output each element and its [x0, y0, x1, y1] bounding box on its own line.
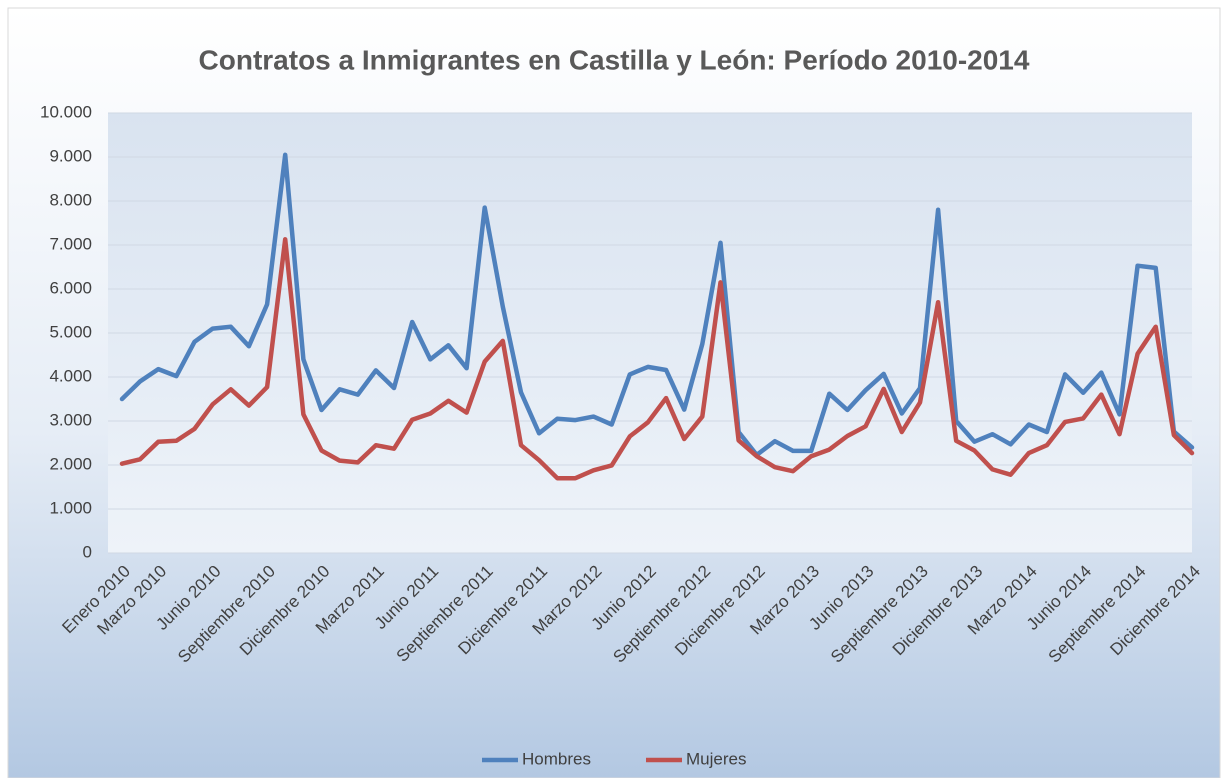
y-tick-label: 0: [83, 542, 92, 561]
y-tick-label: 2.000: [49, 454, 92, 473]
y-tick-label: 4.000: [49, 366, 92, 385]
y-tick-label: 1.000: [49, 498, 92, 517]
y-tick-label: 7.000: [49, 234, 92, 253]
y-tick-label: 5.000: [49, 322, 92, 341]
y-tick-label: 9.000: [49, 146, 92, 165]
legend-label: Mujeres: [686, 749, 746, 768]
legend-label: Hombres: [522, 749, 591, 768]
y-tick-label: 8.000: [49, 190, 92, 209]
y-tick-label: 6.000: [49, 278, 92, 297]
y-tick-label: 3.000: [49, 410, 92, 429]
chart-title: Contratos a Inmigrantes en Castilla y Le…: [199, 44, 1030, 75]
y-tick-label: 10.000: [40, 102, 92, 121]
line-series: [119, 237, 1195, 481]
line-series: [119, 152, 1195, 458]
